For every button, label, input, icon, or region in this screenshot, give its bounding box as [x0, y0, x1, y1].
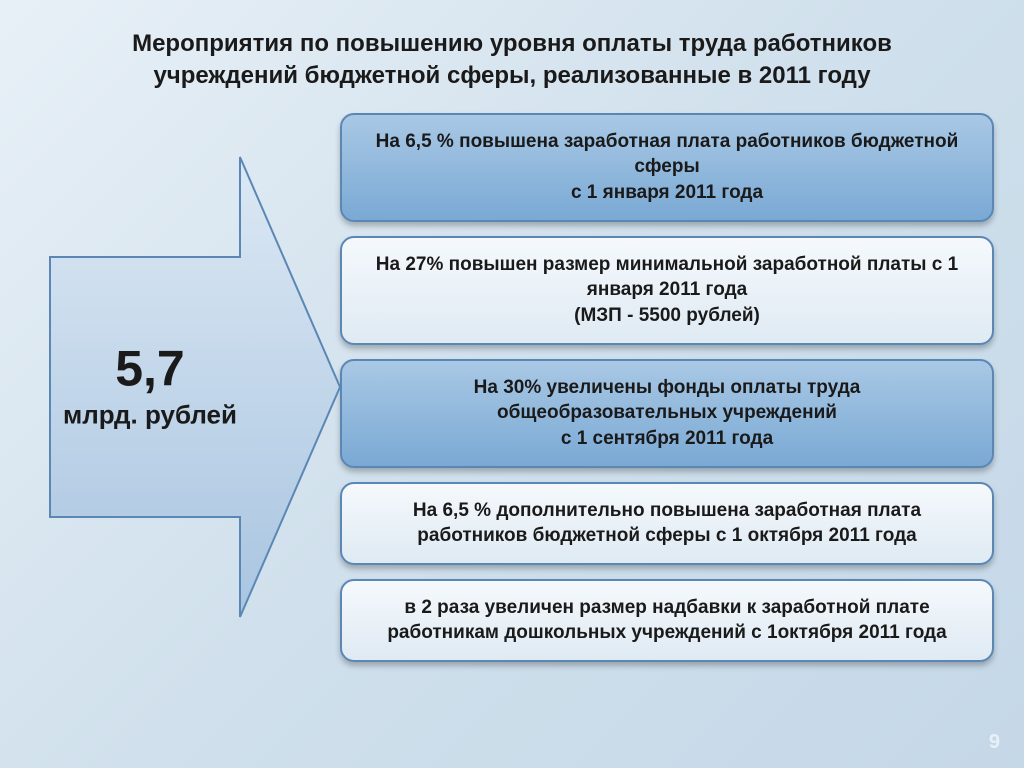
arrow-label: 5,7 млрд. рублей: [60, 344, 240, 431]
measure-box: На 30% увеличены фонды оплаты труда обще…: [340, 359, 994, 468]
arrow-value: 5,7: [60, 344, 240, 394]
measure-box: На 6,5 % повышена заработная плата работ…: [340, 113, 994, 222]
measure-box: На 27% повышен размер минимальной зарабо…: [340, 236, 994, 345]
content-area: 5,7 млрд. рублей На 6,5 % повышена зараб…: [0, 113, 1024, 662]
measure-boxes: На 6,5 % повышена заработная плата работ…: [340, 113, 994, 662]
total-arrow: 5,7 млрд. рублей: [30, 127, 350, 647]
measure-box: На 6,5 % дополнительно повышена заработн…: [340, 482, 994, 565]
measure-box: в 2 раза увеличен размер надбавки к зара…: [340, 579, 994, 662]
page-number: 9: [989, 731, 1000, 754]
slide-title: Мероприятия по повышению уровня оплаты т…: [0, 0, 1024, 103]
arrow-unit: млрд. рублей: [60, 400, 240, 431]
